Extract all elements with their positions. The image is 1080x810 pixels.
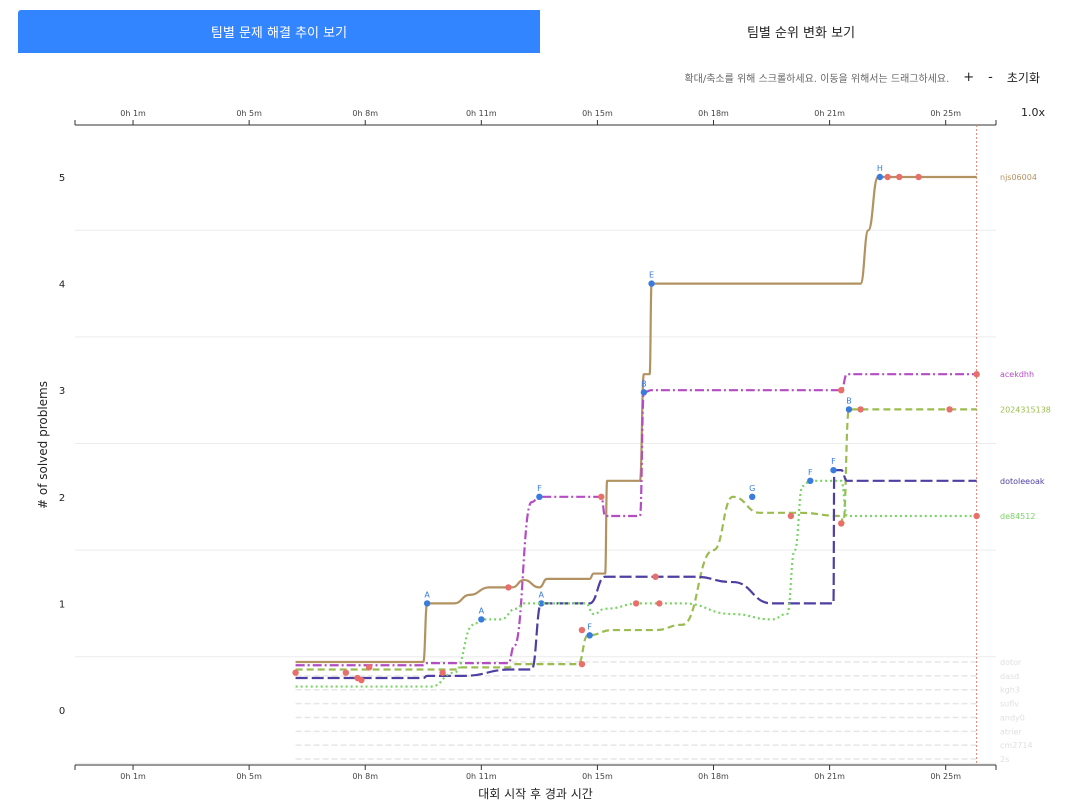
y-tick-label: 2 [59,493,65,504]
problem-label: F [537,484,542,493]
problem-label: A [424,590,430,599]
problem-label: B [641,379,647,388]
series-line[interactable] [295,469,977,680]
wrong-submission-marker[interactable] [632,600,640,607]
x-tick-label-bottom: 0h 21m [814,772,845,781]
zoom-in-button[interactable]: + [963,70,975,85]
solved-marker[interactable] [423,600,431,607]
tab-solve-trend[interactable]: 팀별 문제 해결 추이 보기 [18,10,540,53]
problem-label: F [808,468,813,477]
wrong-submission-marker[interactable] [342,669,350,676]
x-tick-label-bottom: 0h 5m [236,772,262,781]
series-line[interactable] [295,175,977,664]
solved-marker[interactable] [538,600,545,607]
wrong-submission-marker[interactable] [787,512,795,520]
zoom-out-button[interactable]: - [988,70,993,85]
problem-label: F [587,622,592,631]
wrong-submission-marker[interactable] [439,669,446,676]
series-label: acekdhh [1000,370,1034,379]
x-tick-label-bottom: 0h 1m [120,772,146,781]
x-tick-label-bottom: 0h 15m [582,772,613,781]
faded-series-label: kgh3 [1000,686,1020,695]
x-tick-label-top: 0h 1m [120,109,146,118]
wrong-submission-marker[interactable] [505,584,512,591]
wrong-submission-marker[interactable] [838,520,845,527]
problem-label: G [749,484,755,493]
y-axis-label: # of solved problems [36,381,50,509]
solved-marker[interactable] [807,477,814,485]
zoom-hint-text: 확대/축소를 위해 스크롤하세요. 이동을 위해서는 드래그하세요. [684,74,950,85]
wrong-submission-marker[interactable] [884,173,891,181]
solved-marker[interactable] [478,616,485,623]
x-tick-label-top: 0h 18m [698,109,729,118]
wrong-submission-marker[interactable] [365,664,373,671]
wrong-submission-marker[interactable] [578,626,586,634]
problem-label: H [877,164,883,173]
wrong-submission-marker[interactable] [838,387,845,394]
solved-marker[interactable] [640,389,648,396]
faded-series-label: suflv [1000,700,1019,709]
y-tick-label: 5 [59,173,65,184]
x-tick-label-bottom: 0h 8m [352,772,378,781]
wrong-submission-marker[interactable] [915,173,922,181]
x-tick-label-top: 0h 15m [582,109,613,118]
solved-marker[interactable] [749,493,756,500]
y-tick-label: 1 [59,599,65,610]
wrong-submission-marker[interactable] [946,406,953,413]
problem-label: E [649,271,654,280]
x-tick-label-bottom: 0h 25m [930,772,961,781]
series-line[interactable] [295,408,977,671]
series-line[interactable] [295,479,977,688]
x-tick-label-bottom: 0h 11m [466,772,497,781]
problem-label: B [846,396,852,405]
problem-label: A [539,590,545,599]
solved-marker[interactable] [845,406,853,413]
x-tick-label-top: 0h 8m [352,109,378,118]
x-tick-label-top: 0h 25m [930,109,961,118]
tab-rank-change[interactable]: 팀별 순위 변화 보기 [540,10,1062,53]
faded-series-label: cm2714 [1000,741,1033,750]
series-label: de84512 [1000,512,1035,521]
y-tick-label: 3 [59,386,65,397]
solved-marker[interactable] [876,173,884,181]
series-label: njs06004 [1000,173,1037,182]
wrong-submission-marker[interactable] [857,406,864,413]
y-tick-label: 0 [59,706,65,717]
view-tabs: 팀별 문제 해결 추이 보기 팀별 순위 변화 보기 [18,10,1062,53]
series-line[interactable] [295,373,977,667]
solved-marker[interactable] [830,466,837,474]
wrong-submission-marker[interactable] [598,493,605,500]
chart-toolbar: 확대/축소를 위해 스크롤하세요. 이동을 위해서는 드래그하세요. + - 초… [684,69,1040,86]
faded-series-label: dotor [1000,658,1022,667]
x-tick-label-bottom: 0h 18m [698,772,729,781]
solved-marker[interactable] [536,493,543,500]
wrong-submission-marker[interactable] [652,573,659,580]
solved-marker[interactable] [586,632,593,639]
problem-label: A [479,606,485,615]
faded-series-label: andy0 [1000,713,1025,722]
wrong-submission-marker[interactable] [578,660,586,668]
zoom-level: 1.0x [1021,106,1046,119]
x-tick-label-top: 0h 5m [236,109,262,118]
series-label: dotoleeoak [1000,477,1045,486]
x-tick-label-top: 0h 21m [814,109,845,118]
x-axis-label: 대회 시작 후 경과 시간 [478,787,593,801]
wrong-submission-marker[interactable] [973,512,980,520]
faded-series-label: atrier [1000,727,1022,736]
faded-series-label: 2s [1000,755,1009,764]
y-tick-label: 4 [59,280,65,291]
wrong-submission-marker[interactable] [896,173,903,181]
wrong-submission-marker[interactable] [973,371,980,378]
wrong-submission-marker[interactable] [292,669,299,676]
reset-button[interactable]: 초기화 [1006,71,1040,85]
faded-series-label: dasd [1000,672,1019,681]
solved-marker[interactable] [648,280,655,287]
series-label: 2024315138 [1000,405,1051,414]
x-tick-label-top: 0h 11m [466,109,497,118]
wrong-submission-marker[interactable] [358,676,365,684]
problem-label: F [831,457,836,466]
wrong-submission-marker[interactable] [656,600,663,607]
